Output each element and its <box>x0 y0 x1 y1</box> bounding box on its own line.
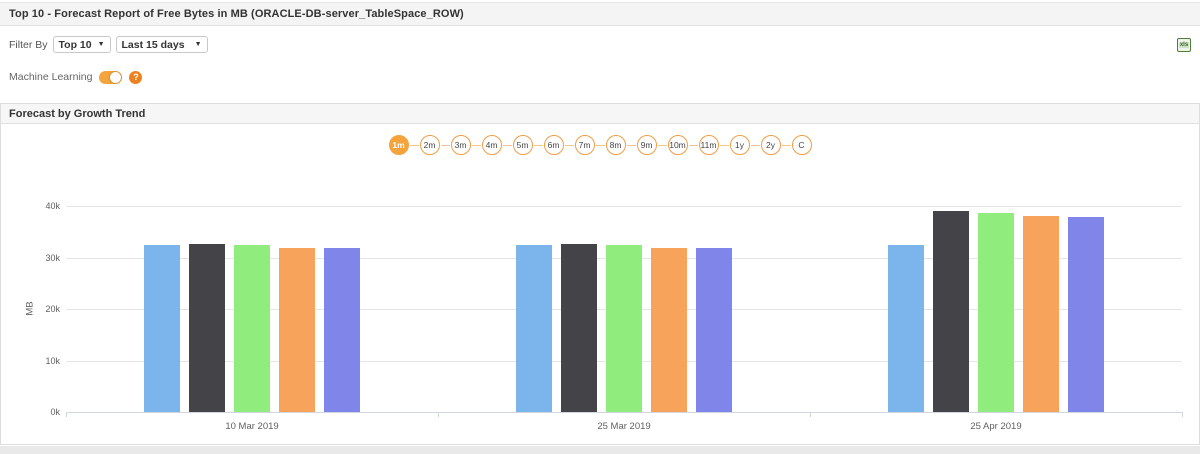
bar-series-orange-25-mar-2019[interactable] <box>651 247 687 412</box>
time-pill-11m[interactable]: 11m <box>698 135 719 155</box>
bar-series-dark-25-apr-2019[interactable] <box>933 211 969 412</box>
pill-connector <box>440 144 450 146</box>
panel-title: Forecast by Growth Trend <box>9 107 146 120</box>
pill-connector <box>781 144 791 146</box>
y-tick-label: 40k <box>45 201 60 211</box>
pill-connector <box>719 144 729 146</box>
machine-learning-row: Machine Learning ? <box>9 69 143 85</box>
top-n-value: Top 10 <box>58 38 92 51</box>
pill-connector <box>502 144 512 146</box>
y-tick-label: 30k <box>45 252 60 263</box>
bar-series-green-25-mar-2019[interactable] <box>606 244 642 412</box>
page-title: Top 10 - Forecast Report of Free Bytes i… <box>9 8 464 20</box>
pill-connector <box>564 144 574 146</box>
bar-series-dark-10-mar-2019[interactable] <box>189 244 225 412</box>
x-axis-tick <box>1182 412 1183 417</box>
bar-series-purple-25-mar-2019[interactable] <box>696 248 732 412</box>
time-pill-7m[interactable]: 7m <box>574 135 595 155</box>
pill-connector <box>626 144 636 146</box>
y-tick-label: 0k <box>50 407 60 417</box>
chevron-down-icon: ▼ <box>194 41 202 48</box>
x-axis-tick <box>438 412 439 417</box>
x-axis-tick <box>810 412 811 417</box>
chevron-down-icon: ▼ <box>97 41 105 48</box>
y-tick-label: 10k <box>45 355 60 366</box>
machine-learning-toggle[interactable] <box>99 70 123 84</box>
pill-connector <box>595 144 605 146</box>
filter-row: Filter By Top 10 ▼ Last 15 days ▼ <box>9 36 208 53</box>
pill-connector <box>750 144 760 146</box>
time-pill-6m[interactable]: 6m <box>543 135 564 155</box>
pill-connector <box>688 144 698 146</box>
bar-series-green-10-mar-2019[interactable] <box>234 244 270 412</box>
y-axis-title: MB <box>24 301 36 316</box>
x-tick-label: 25 Mar 2019 <box>597 421 651 432</box>
x-tick-label: 10 Mar 2019 <box>225 421 279 432</box>
gridline <box>66 206 1182 207</box>
bar-series-blue-25-mar-2019[interactable] <box>516 245 552 412</box>
time-pill-10m[interactable]: 10m <box>667 135 688 155</box>
bar-series-purple-25-apr-2019[interactable] <box>1068 216 1104 412</box>
time-pill-2m[interactable]: 2m <box>419 135 440 155</box>
time-pill-5m[interactable]: 5m <box>512 135 533 155</box>
time-pill-3m[interactable]: 3m <box>450 135 471 155</box>
x-tick-label: 25 Apr 2019 <box>970 421 1022 432</box>
bar-series-purple-10-mar-2019[interactable] <box>324 248 360 412</box>
time-pill-9m[interactable]: 9m <box>636 135 657 155</box>
bar-series-orange-10-mar-2019[interactable] <box>279 247 315 412</box>
machine-learning-label: Machine Learning <box>9 71 93 83</box>
bar-series-blue-25-apr-2019[interactable] <box>888 245 924 412</box>
time-pill-4m[interactable]: 4m <box>481 135 502 155</box>
time-pill-8m[interactable]: 8m <box>605 135 626 155</box>
top-n-select[interactable]: Top 10 ▼ <box>52 36 111 53</box>
page-background-strip <box>0 446 1200 454</box>
bar-series-blue-10-mar-2019[interactable] <box>144 245 180 412</box>
help-icon[interactable]: ? <box>129 70 143 84</box>
pill-connector <box>471 144 481 146</box>
panel-header: Forecast by Growth Trend <box>1 104 1199 124</box>
toggle-knob-icon <box>110 71 122 83</box>
time-pill-1m[interactable]: 1m <box>388 135 409 155</box>
pill-connector <box>409 144 419 146</box>
filter-by-label: Filter By <box>9 38 48 51</box>
bar-series-green-25-apr-2019[interactable] <box>978 212 1014 412</box>
time-pill-C[interactable]: C <box>791 135 812 155</box>
bar-series-dark-25-mar-2019[interactable] <box>561 244 597 412</box>
time-range-pills: 1m 2m 3m 4m 5m 6m 7m 8m 9m 10m 11m 1y 2y C <box>1 135 1199 155</box>
time-pill-2y[interactable]: 2y <box>760 135 781 155</box>
bar-series-orange-25-apr-2019[interactable] <box>1023 216 1059 412</box>
export-excel-icon[interactable]: xls <box>1177 38 1191 52</box>
x-axis-line <box>66 412 1182 413</box>
x-axis-tick <box>66 412 67 417</box>
forecast-panel: Forecast by Growth Trend 1m 2m 3m 4m 5m 6m 7m 8… <box>0 103 1200 445</box>
y-tick-label: 20k <box>45 304 60 314</box>
export-excel-glyph: xls <box>1178 42 1190 48</box>
time-pill-1y[interactable]: 1y <box>729 135 750 155</box>
forecast-chart: 0k 10k 20k 30k 40k MB 10 Mar 2019 25 Mar 2019 25… <box>1 104 1199 444</box>
pill-connector <box>533 144 543 146</box>
report-header: Top 10 - Forecast Report of Free Bytes i… <box>0 2 1200 26</box>
date-range-value: Last 15 days <box>121 38 185 51</box>
pill-connector <box>657 144 667 146</box>
date-range-select[interactable]: Last 15 days ▼ <box>115 36 208 53</box>
